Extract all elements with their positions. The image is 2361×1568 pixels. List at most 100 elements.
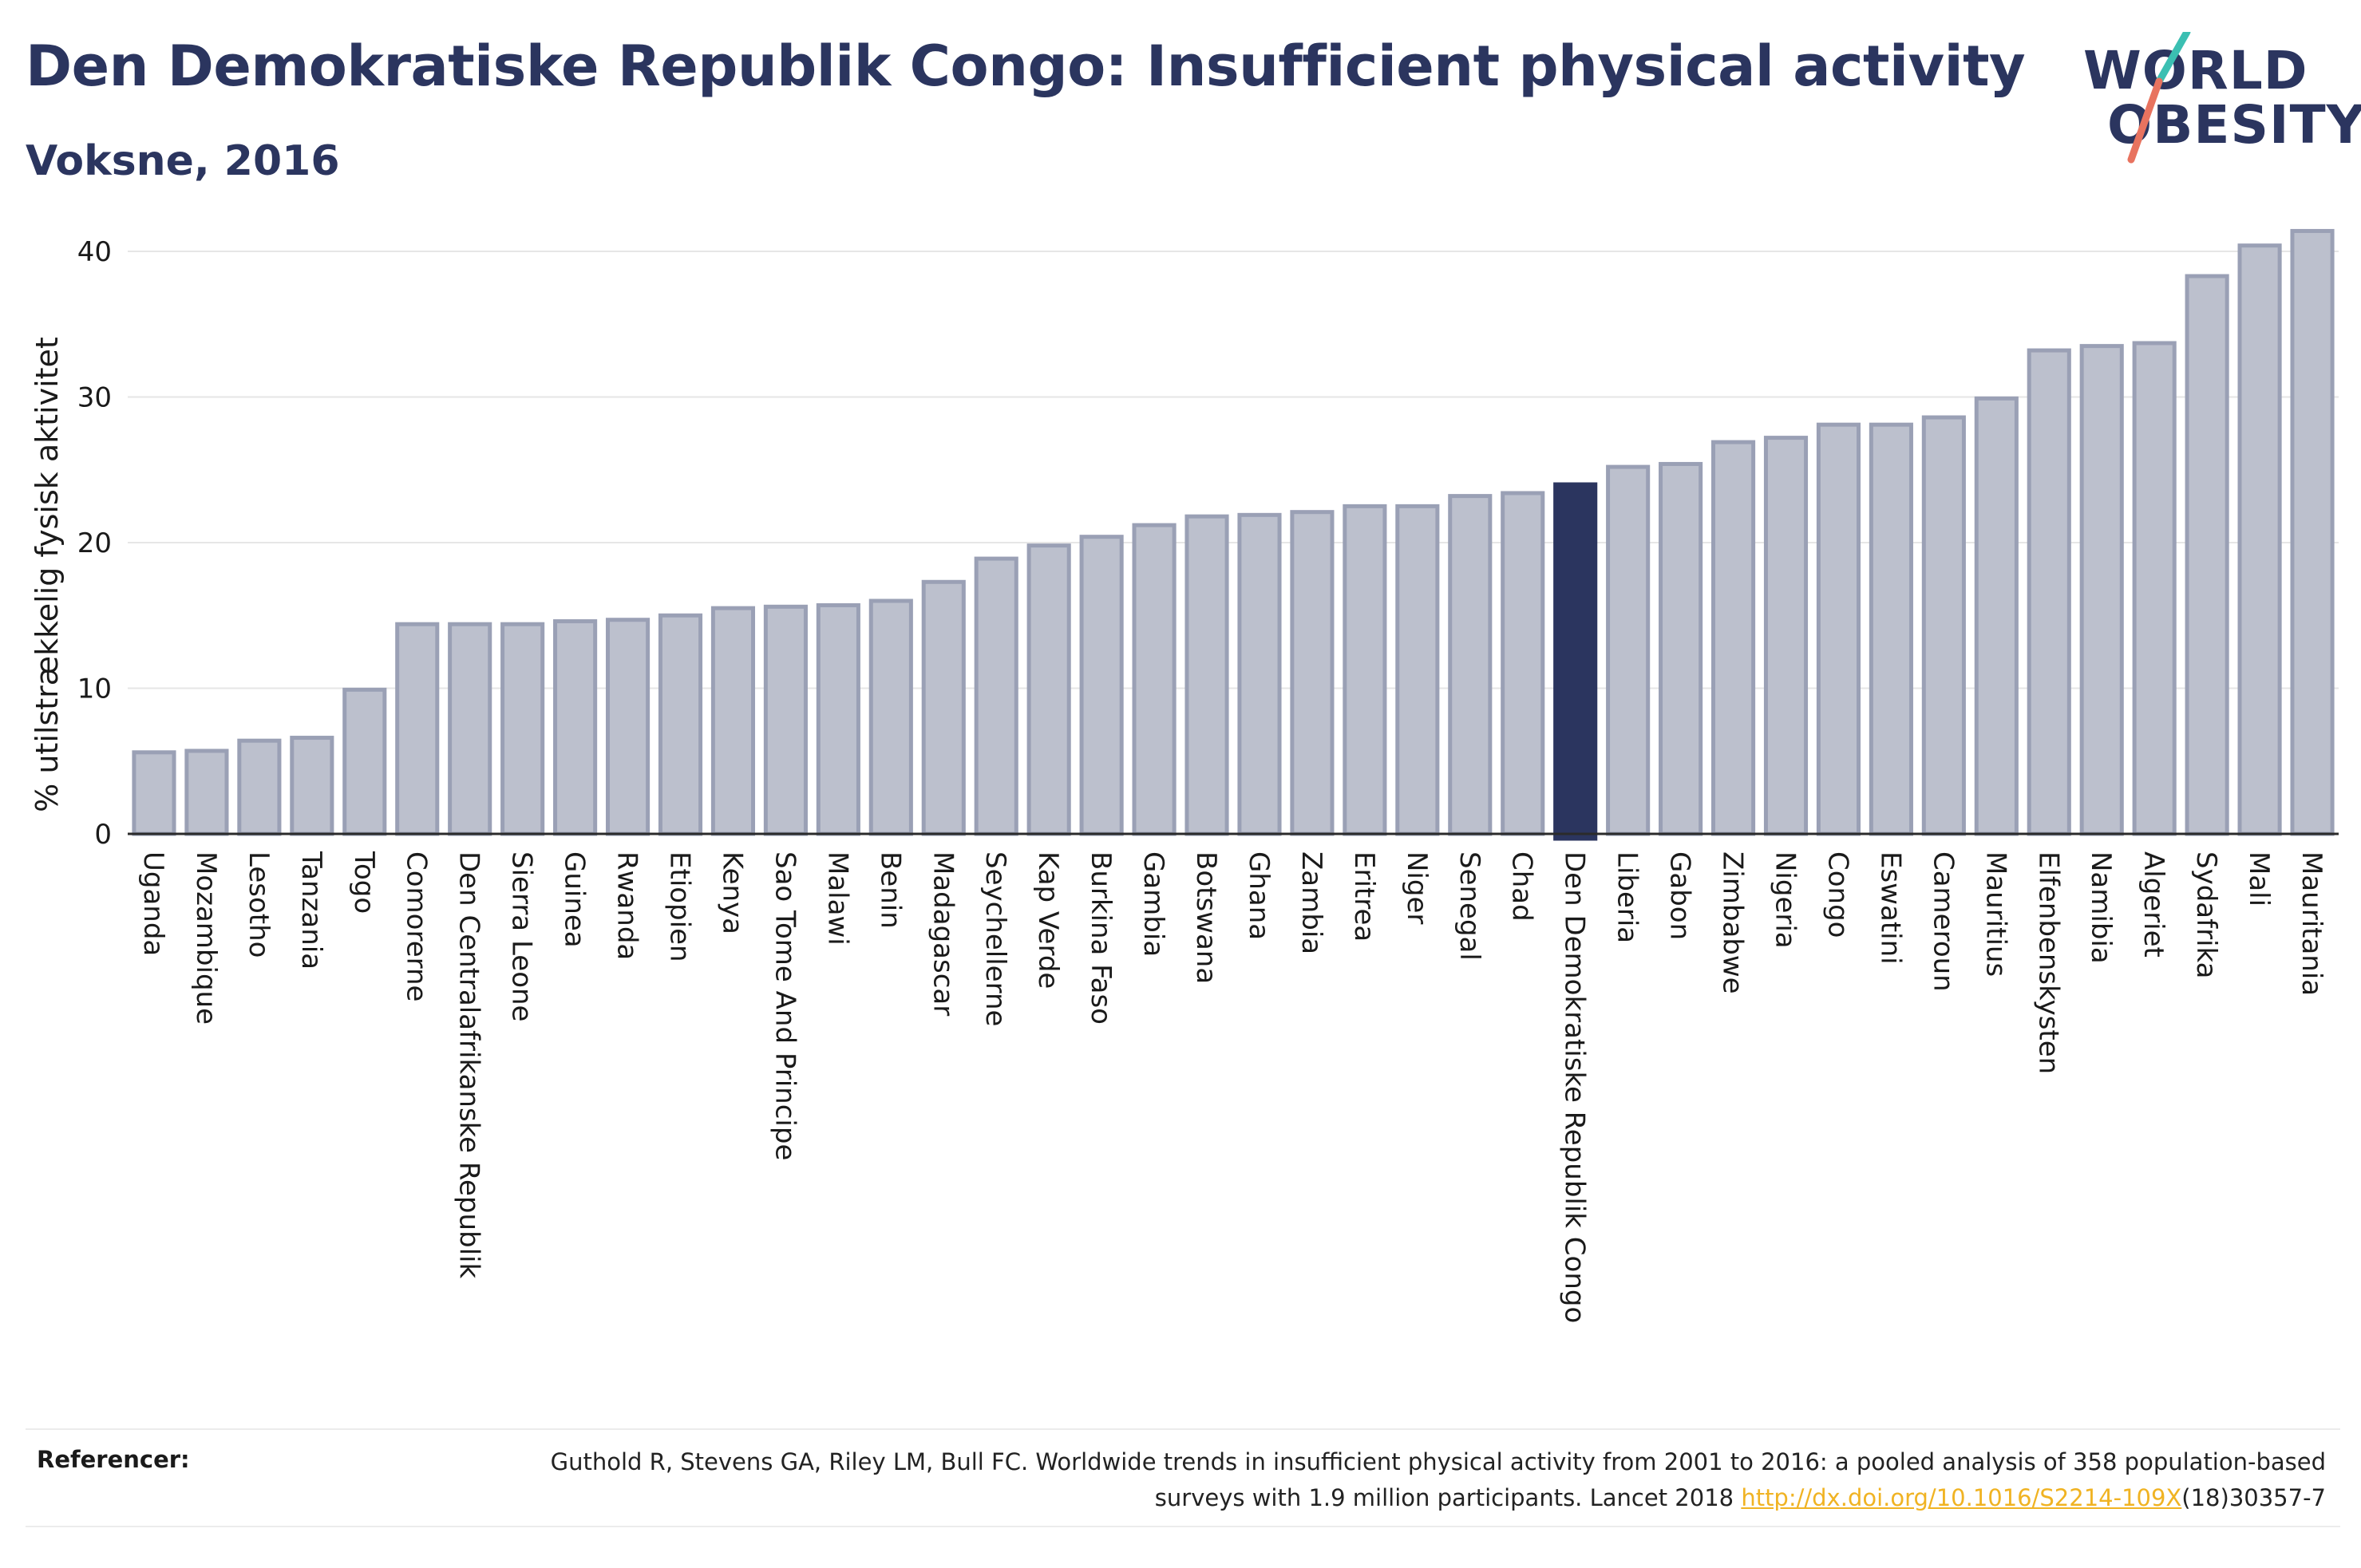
x-tick-label: Den Centralafrikanske Republik — [453, 851, 485, 1278]
world-obesity-logo[interactable]: WORLD OBESITY — [2083, 32, 2361, 168]
bar[interactable] — [1606, 464, 1651, 836]
gridlines — [128, 251, 2339, 689]
references-top-divider — [26, 1428, 2340, 1430]
bar[interactable] — [763, 604, 808, 836]
references-citation-suffix: (18)30357-7 — [2181, 1484, 2326, 1511]
bar[interactable] — [1448, 494, 1493, 836]
bar[interactable] — [1237, 512, 1282, 836]
bar[interactable] — [2185, 274, 2229, 836]
x-tick-label: Lesotho — [243, 851, 275, 958]
x-tick-label: Nigeria — [1770, 851, 1801, 949]
x-tick-label: Burkina Faso — [1085, 851, 1117, 1025]
bar[interactable] — [553, 619, 598, 836]
bar[interactable] — [1132, 523, 1177, 836]
bar[interactable] — [1763, 436, 1809, 836]
x-tick-label: Senegal — [1453, 851, 1485, 961]
x-tick-label: Kap Verde — [1032, 851, 1064, 989]
x-tick-label: Gambia — [1137, 851, 1169, 957]
bar[interactable] — [605, 618, 651, 836]
x-tick-label: Sao Tome And Principe — [769, 851, 801, 1160]
x-tick-label: Liberia — [1612, 851, 1643, 943]
bar[interactable] — [710, 606, 756, 836]
bar[interactable] — [974, 556, 1018, 836]
bar[interactable] — [868, 598, 913, 836]
x-tick-label: Ghana — [1243, 851, 1275, 940]
x-tick-label: Eritrea — [1348, 851, 1380, 942]
bar[interactable] — [1079, 535, 1124, 836]
bar[interactable] — [448, 622, 492, 836]
bar[interactable] — [1395, 504, 1440, 836]
y-tick-label: 0 — [94, 819, 112, 851]
x-tick-label: Sydafrika — [2190, 851, 2222, 978]
bar[interactable] — [921, 579, 966, 836]
references-doi-link[interactable]: http://dx.doi.org/10.1016/S2214-109X — [1741, 1484, 2182, 1511]
x-tick-label: Chad — [1506, 851, 1538, 922]
bar-chart: 0 10 20 30 40 Uganda Mozambique Lesotho Tanzani… — [30, 228, 2339, 1323]
x-tick-label: Mauritania — [2296, 851, 2327, 996]
bar[interactable] — [132, 750, 176, 836]
bar[interactable] — [1659, 461, 1703, 836]
bar[interactable] — [2290, 228, 2335, 836]
x-tick-label: Sierra Leone — [506, 851, 538, 1021]
x-tick-label: Benin — [874, 851, 906, 929]
y-tick-label: 40 — [77, 236, 112, 268]
bar[interactable] — [658, 613, 703, 836]
bar[interactable] — [2132, 341, 2177, 836]
x-tick-label: Rwanda — [611, 851, 643, 960]
bar[interactable] — [1974, 396, 2019, 836]
y-axis-label: % utilstrækkelig fysisk aktivitet — [30, 337, 65, 812]
x-tick-label: Den Demokratiske Republik Congo — [1559, 851, 1591, 1323]
y-tick-label: 30 — [77, 382, 112, 414]
y-axis-ticks: 0 10 20 30 40 — [77, 236, 112, 851]
references-citation: Guthold R, Stevens GA, Riley LM, Bull FC… — [550, 1448, 2326, 1511]
logo-word-world: WORLD — [2083, 40, 2308, 101]
x-tick-label: Zambia — [1295, 851, 1327, 954]
logo-slash-icon — [2127, 32, 2191, 164]
bar[interactable] — [1501, 491, 1545, 836]
x-tick-label: Malawi — [821, 851, 853, 946]
x-tick-label: Uganda — [137, 851, 169, 956]
references-label: Referencer: — [37, 1446, 190, 1473]
y-tick-label: 10 — [77, 673, 112, 705]
bar[interactable] — [1921, 415, 1966, 836]
x-tick-label: Mozambique — [190, 851, 222, 1025]
bar[interactable] — [2237, 243, 2282, 836]
bar[interactable] — [2079, 344, 2124, 836]
x-tick-label: Mali — [2243, 851, 2275, 906]
bar[interactable] — [342, 687, 387, 836]
bar[interactable] — [1290, 510, 1335, 836]
bar-highlighted[interactable] — [1553, 482, 1598, 841]
bar[interactable] — [184, 748, 229, 836]
x-tick-label: Mauritius — [1979, 851, 2011, 977]
references-text: Guthold R, Stevens GA, Riley LM, Bull FC… — [490, 1444, 2326, 1516]
x-tick-label: Kenya — [716, 851, 748, 934]
references-bottom-divider — [26, 1526, 2340, 1527]
x-tick-label: Comorerne — [401, 851, 433, 1001]
bar[interactable] — [1710, 440, 1756, 836]
bars — [132, 228, 2335, 841]
bar[interactable] — [1343, 504, 1387, 836]
bar[interactable] — [1184, 514, 1229, 836]
bar[interactable] — [500, 622, 545, 836]
bar[interactable] — [2027, 348, 2071, 836]
y-tick-label: 20 — [77, 527, 112, 559]
bar[interactable] — [290, 736, 334, 836]
x-axis-ticks: Uganda Mozambique Lesotho Tanzania Togo Comor… — [137, 851, 2327, 1323]
chart-title: Den Demokratiske Republik Congo: Insuffi… — [26, 34, 2026, 99]
x-tick-label: Madagascar — [927, 851, 959, 1016]
bar[interactable] — [816, 602, 860, 836]
x-tick-label: Algeriet — [2138, 851, 2169, 958]
x-tick-label: Etiopien — [664, 851, 696, 962]
bar[interactable] — [395, 622, 440, 836]
x-tick-label: Namibia — [2085, 851, 2117, 964]
bar[interactable] — [1869, 422, 1913, 836]
bar[interactable] — [1816, 422, 1861, 836]
bar[interactable] — [237, 738, 282, 836]
x-tick-label: Eswatini — [1874, 851, 1906, 965]
x-tick-label: Gabon — [1664, 851, 1696, 940]
x-tick-label: Togo — [348, 851, 380, 914]
x-tick-label: Congo — [1821, 851, 1853, 938]
x-tick-label: Tanzania — [295, 851, 327, 970]
x-tick-label: Zimbabwe — [1717, 851, 1749, 994]
bar[interactable] — [1026, 543, 1071, 836]
